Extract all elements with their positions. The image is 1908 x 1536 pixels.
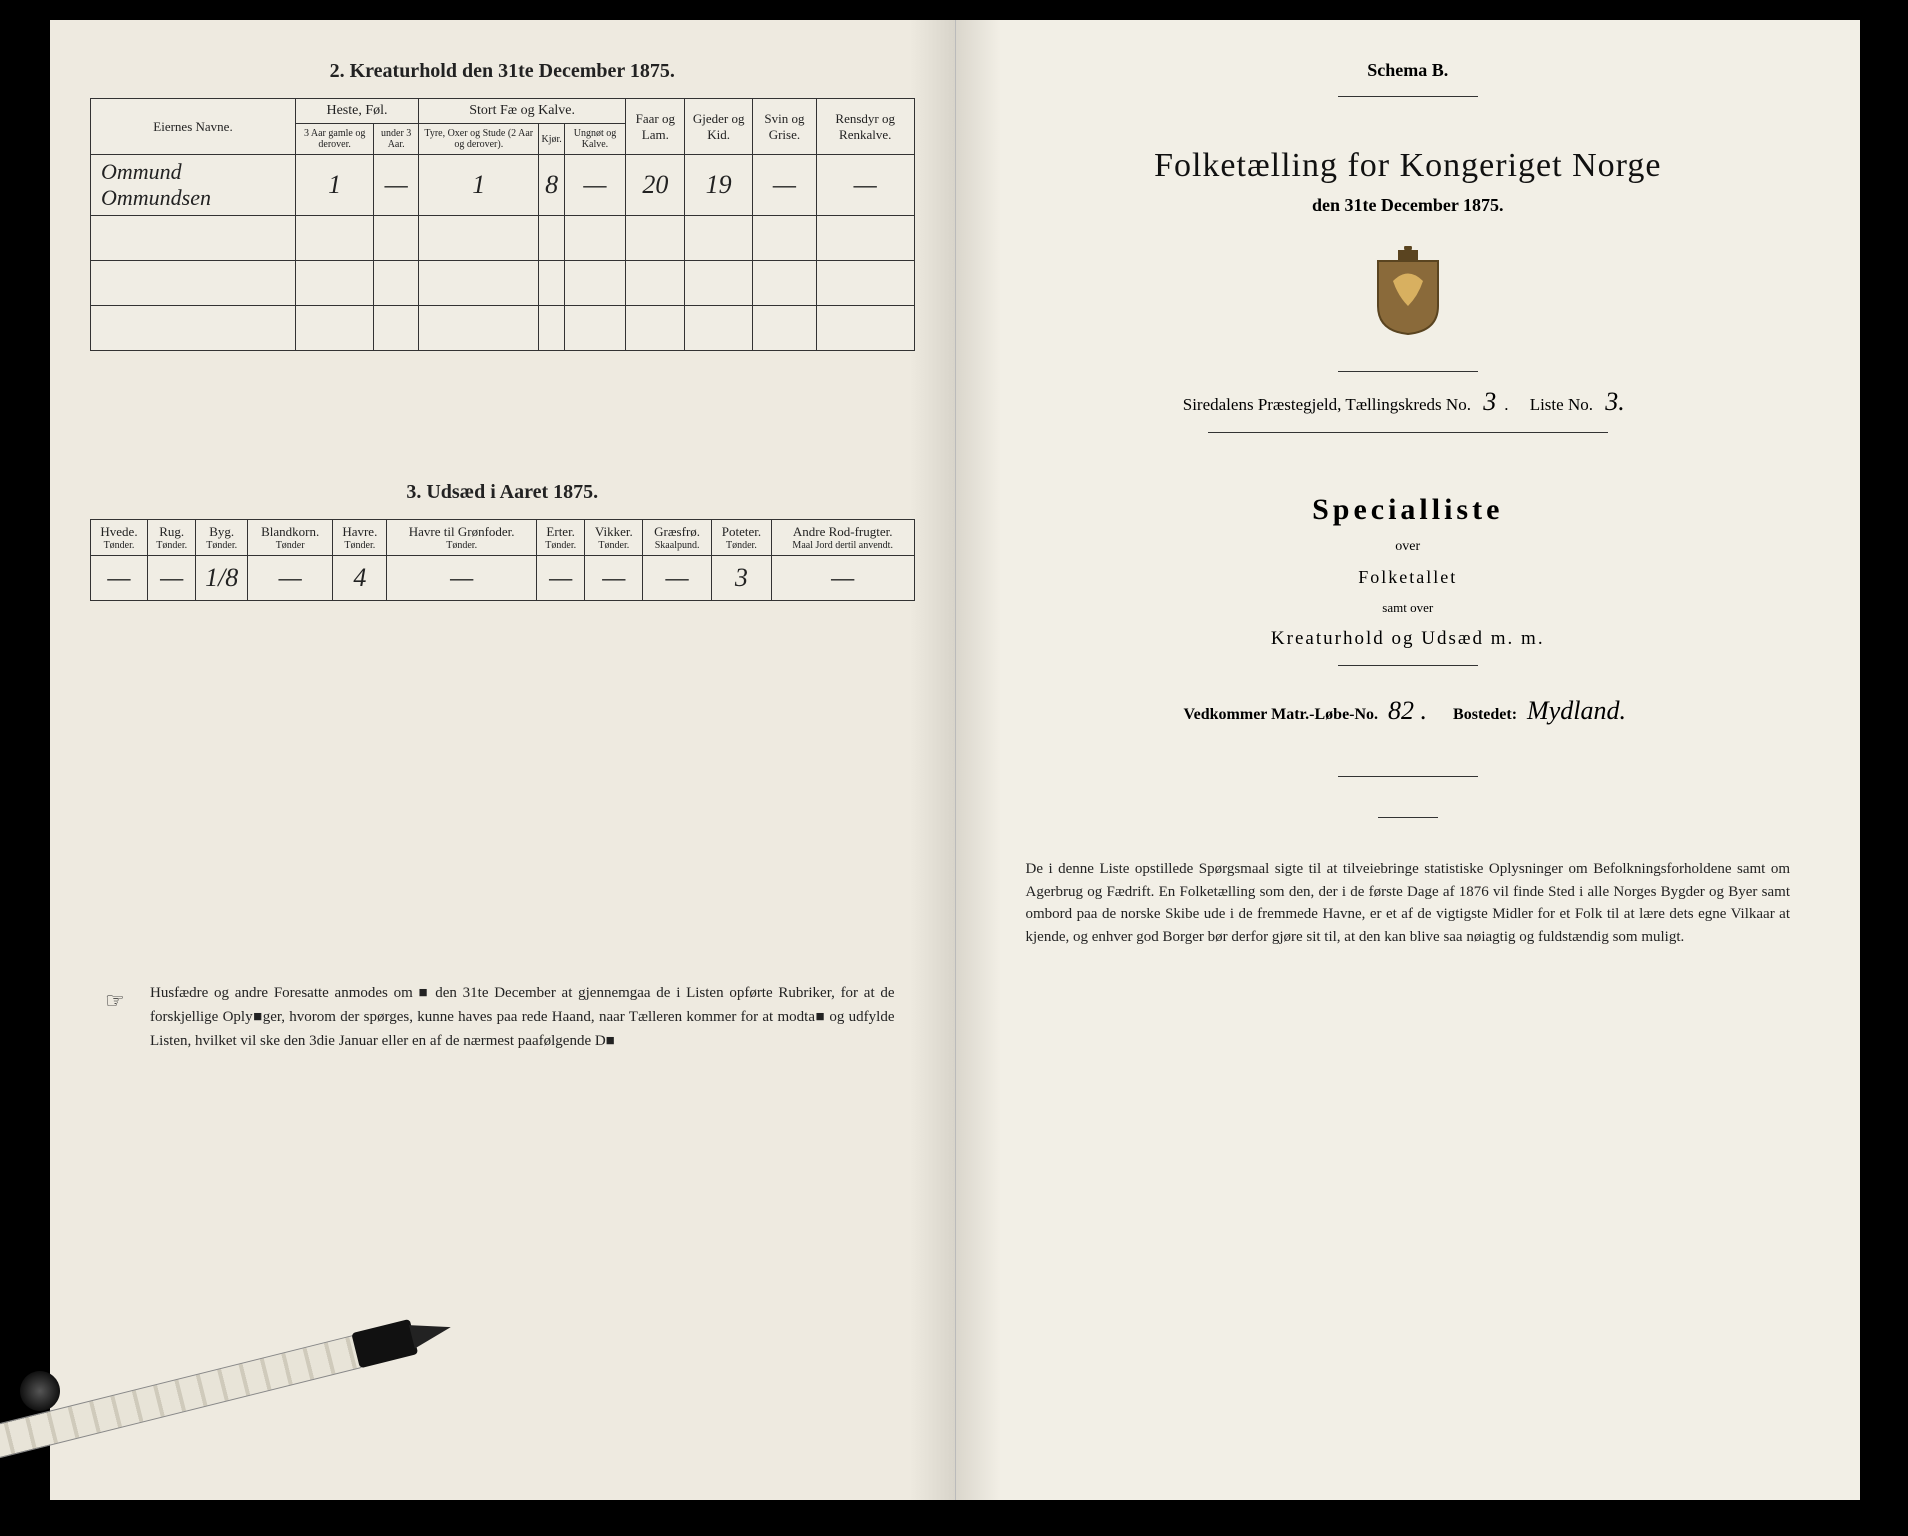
col-owner: Eiernes Navne.: [91, 99, 296, 155]
kreds-no: 3: [1475, 387, 1504, 416]
cell: —: [91, 556, 148, 601]
divider: [1338, 96, 1478, 97]
sub-title: den 31te December 1875.: [996, 195, 1821, 216]
samt-label: samt over: [996, 600, 1821, 616]
table-row: [91, 261, 915, 306]
col-header: Andre Rod-frugter.Maal Jord dertil anven…: [771, 520, 914, 556]
col-h1: 3 Aar gamle og derover.: [296, 124, 374, 155]
group-heste: Heste, Føl.: [296, 99, 419, 124]
cell: —: [248, 556, 333, 601]
cell: 20: [626, 155, 685, 216]
cell: 8: [539, 155, 564, 216]
main-title: Folketælling for Kongeriget Norge: [996, 147, 1821, 185]
coat-of-arms-icon: [996, 246, 1821, 341]
col-faar: Faar og Lam.: [626, 99, 685, 155]
col-s1: Tyre, Oxer og Stude (2 Aar og derover).: [419, 124, 539, 155]
col-header: Rug.Tønder.: [147, 520, 195, 556]
cell: —: [387, 556, 537, 601]
pointing-hand-icon: ☞: [105, 983, 125, 1018]
cell: —: [585, 556, 643, 601]
cell: —: [147, 556, 195, 601]
col-s2: Kjør.: [539, 124, 564, 155]
folketallet-label: Folketallet: [996, 567, 1821, 588]
col-header: Havre til Grønfoder.Tønder.: [387, 520, 537, 556]
table-row: [91, 216, 915, 261]
footer-note: ☞ Husfædre og andre Foresatte anmodes om…: [150, 981, 895, 1053]
cell: 1: [296, 155, 374, 216]
livestock-table: Eiernes Navne. Heste, Føl. Stort Fæ og K…: [90, 98, 915, 351]
divider: [1208, 432, 1608, 433]
group-stort: Stort Fæ og Kalve.: [419, 99, 626, 124]
cell: —: [564, 155, 625, 216]
over-label: over: [996, 539, 1821, 555]
specialliste-title: Specialliste: [996, 493, 1821, 527]
kreatur-label: Kreaturhold og Udsæd m. m.: [996, 628, 1821, 650]
matr-line: Vedkommer Matr.-Løbe-No. 82 . Bostedet: …: [996, 696, 1821, 726]
liste-no: 3.: [1597, 387, 1633, 416]
cell: —: [771, 556, 914, 601]
parish-label: Siredalens Præstegjeld, Tællingskreds No…: [1183, 395, 1471, 414]
col-rensdyr: Rensdyr og Renkalve.: [816, 99, 914, 155]
table-row: Ommund Ommundsen 1 — 1 8 — 20 19 — —: [91, 155, 915, 216]
col-header: Græsfrø.Skaalpund.: [643, 520, 712, 556]
divider: [1338, 665, 1478, 666]
cell: 19: [685, 155, 752, 216]
left-page: 2. Kreaturhold den 31te December 1875. E…: [50, 20, 956, 1500]
footer-text: Husfædre og andre Foresatte anmodes om ■…: [150, 985, 895, 1049]
right-page: Schema B. Folketælling for Kongeriget No…: [956, 20, 1861, 1500]
col-header: Blandkorn.Tønder: [248, 520, 333, 556]
divider: [1338, 371, 1478, 372]
cell: 3: [711, 556, 771, 601]
cell: —: [643, 556, 712, 601]
divider: [1338, 776, 1478, 777]
col-h2: under 3 Aar.: [374, 124, 419, 155]
cell: —: [816, 155, 914, 216]
matr-no: 82 .: [1382, 696, 1433, 725]
seed-table: Hvede.Tønder.Rug.Tønder.Byg.Tønder.Bland…: [90, 519, 915, 601]
col-header: Poteter.Tønder.: [711, 520, 771, 556]
cell: 1: [419, 155, 539, 216]
table-row: [91, 306, 915, 351]
cell: —: [374, 155, 419, 216]
cell: 1/8: [196, 556, 248, 601]
col-header: Vikker.Tønder.: [585, 520, 643, 556]
cell: —: [752, 155, 816, 216]
cell: 4: [333, 556, 387, 601]
col-gjeder: Gjeder og Kid.: [685, 99, 752, 155]
cell: —: [536, 556, 584, 601]
body-text: De i denne Liste opstillede Spørgsmaal s…: [1026, 858, 1791, 948]
col-svin: Svin og Grise.: [752, 99, 816, 155]
schema-label: Schema B.: [996, 60, 1821, 81]
liste-label: Liste No.: [1530, 395, 1593, 414]
document-spread: 2. Kreaturhold den 31te December 1875. E…: [50, 20, 1860, 1500]
matr-label: Vedkommer Matr.-Løbe-No.: [1184, 706, 1379, 723]
section2-title: 2. Kreaturhold den 31te December 1875.: [90, 60, 915, 83]
col-header: Erter.Tønder.: [536, 520, 584, 556]
col-header: Hvede.Tønder.: [91, 520, 148, 556]
table-row: ——1/8—4————3—: [91, 556, 915, 601]
parish-line: Siredalens Præstegjeld, Tællingskreds No…: [996, 387, 1821, 417]
col-header: Havre.Tønder.: [333, 520, 387, 556]
divider: [1378, 817, 1438, 818]
bostedet-value: Mydland.: [1521, 696, 1632, 725]
bostedet-label: Bostedet:: [1453, 706, 1517, 723]
col-header: Byg.Tønder.: [196, 520, 248, 556]
owner-name: Ommund Ommundsen: [91, 155, 296, 216]
col-s3: Ungnøt og Kalve.: [564, 124, 625, 155]
section3-title: 3. Udsæd i Aaret 1875.: [90, 481, 915, 504]
